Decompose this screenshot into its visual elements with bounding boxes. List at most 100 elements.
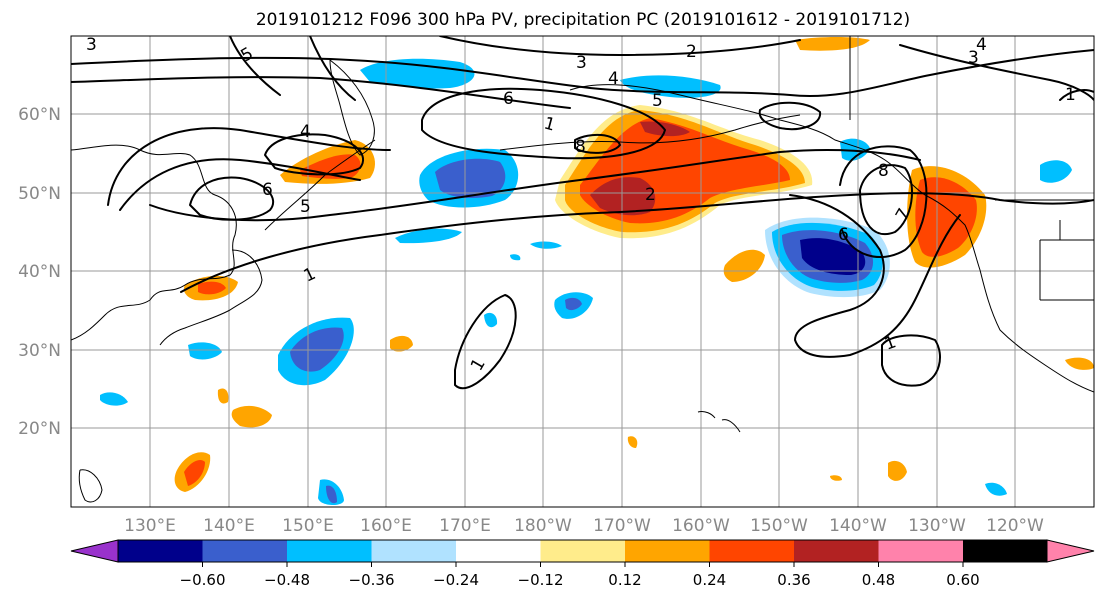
contour-label: 4 [976, 35, 987, 55]
pv-contour-line [454, 294, 517, 390]
hawaii-islands [697, 411, 741, 433]
pv-contour-line [789, 194, 961, 358]
colorbar-ticks [202, 562, 964, 567]
contour-label: 5 [300, 197, 311, 217]
longitude-label: 170°W [593, 516, 651, 536]
pv-contour-line [859, 164, 913, 235]
asia-coastline [71, 144, 237, 341]
contour-label: 3 [576, 53, 587, 73]
latitude-label: 40°N [18, 262, 61, 282]
colorbar-segment [709, 540, 794, 562]
pv-contour-line [229, 36, 356, 101]
longitude-label: 150°W [750, 516, 808, 536]
contour-label: 4 [300, 122, 311, 142]
longitude-labels: 130°E 140°E 150°E 160°E 170°E 180°W 170°… [124, 516, 1044, 536]
colorbar-tick-label: 0.24 [693, 571, 726, 589]
longitude-label: 180°W [514, 516, 572, 536]
precip-negative-region [985, 482, 1007, 496]
us-state-borders [1039, 220, 1094, 301]
pv-contour-line [1059, 89, 1094, 101]
pv-contour-line [71, 76, 571, 109]
contour-label: 6 [503, 89, 514, 109]
colorbar-outline [117, 539, 1048, 563]
precip-positive-region [915, 177, 977, 257]
colorbar-tick-label: 0.36 [777, 571, 810, 589]
contour-label: 2 [686, 42, 697, 62]
precip-positive-region [627, 436, 638, 448]
contour-label: 3 [968, 48, 979, 68]
pv-contour-line [107, 127, 391, 206]
colorbar-segment [118, 540, 203, 562]
latitude-labels: 60°N 50°N 40°N 30°N 20°N [18, 105, 61, 439]
precip-positive-region [390, 335, 413, 352]
contour-label: 6 [838, 225, 849, 245]
pv-contour-line [421, 87, 666, 160]
colorbar-segment [794, 540, 879, 562]
japan-coastline [159, 249, 263, 346]
precip-negative-region [435, 158, 506, 198]
contour-label: 1 [542, 114, 558, 136]
colorbar-tick-label: −0.48 [264, 571, 310, 589]
precip-positive-region [1065, 357, 1094, 370]
pv-contour-labels: 1 1 1 1 1 2 2 3 3 3 4 4 4 5 5 5 6 6 6 7 … [86, 35, 1076, 375]
colorbar-segment [625, 540, 710, 562]
colorbar-tick-label: −0.60 [180, 571, 226, 589]
pv-contour-line [839, 145, 928, 259]
pv-contour-line [180, 192, 1094, 293]
colorbar-segment [963, 540, 1047, 562]
colorbar-tick-label: 0.48 [862, 571, 895, 589]
precip-negative-region [100, 392, 128, 406]
colorbar-tick-label: 0.12 [608, 571, 641, 589]
pv-contours [71, 36, 1094, 390]
longitude-label: 120°W [986, 516, 1044, 536]
precip-negative-region [530, 241, 562, 249]
colorbar-tick-label: 0.60 [946, 571, 979, 589]
precip-negative-region [565, 297, 582, 311]
precip-negative-region [1040, 160, 1072, 183]
pv-contour-line [881, 334, 941, 387]
contour-label: 1 [1065, 85, 1076, 105]
pv-contour-line [574, 133, 621, 154]
latitude-label: 50°N [18, 184, 61, 204]
colorbar-segment [878, 540, 963, 562]
colorbar-segment [371, 540, 456, 562]
longitude-label: 140°W [829, 516, 887, 536]
longitude-label: 160°E [360, 516, 412, 536]
precip-negative-region [800, 238, 866, 275]
contour-label: 6 [262, 180, 273, 200]
precip-positive-region [830, 475, 842, 481]
gridlines [71, 36, 1094, 507]
precip-positive-region [217, 388, 229, 404]
pv-contour-line [899, 44, 1094, 101]
precip-negative-region [395, 228, 462, 244]
longitude-label: 150°E [282, 516, 334, 536]
contour-label: 5 [652, 91, 663, 111]
colorbar-tick-label: −0.36 [349, 571, 395, 589]
pv-contour-line [149, 149, 921, 222]
precip-negative-region [510, 254, 521, 261]
precip-positive-region [888, 460, 907, 481]
longitude-label: 170°E [439, 516, 491, 536]
contour-label: 8 [575, 137, 586, 157]
precip-positive-region [723, 249, 765, 282]
figure-title: 2019101212 F096 300 hPa PV, precipitatio… [256, 10, 910, 30]
pv-contour-line [189, 176, 275, 221]
pv-contour-line [439, 36, 801, 56]
colorbar-segment [540, 540, 625, 562]
north-america-coastline [924, 194, 1094, 393]
precip-positive-region [590, 177, 656, 216]
longitude-label: 130°E [124, 516, 176, 536]
map-panel: 1 1 1 1 1 2 2 3 3 3 4 4 4 5 5 5 6 6 6 7 … [71, 35, 1094, 507]
precip-negative-region [326, 485, 337, 504]
latitude-label: 60°N [18, 105, 61, 125]
pv-contour-line [264, 133, 365, 176]
colorbar: −0.60 −0.48 −0.36 −0.24 −0.12 0.12 0.24 … [70, 539, 1095, 589]
latitude-label: 20°N [18, 419, 61, 439]
precipitation-shading [100, 37, 1094, 506]
precip-positive-region [231, 405, 272, 428]
longitude-label: 130°W [908, 516, 966, 536]
longitude-label: 160°W [672, 516, 730, 536]
contour-label: 2 [645, 185, 656, 205]
contour-label: 4 [608, 69, 619, 89]
